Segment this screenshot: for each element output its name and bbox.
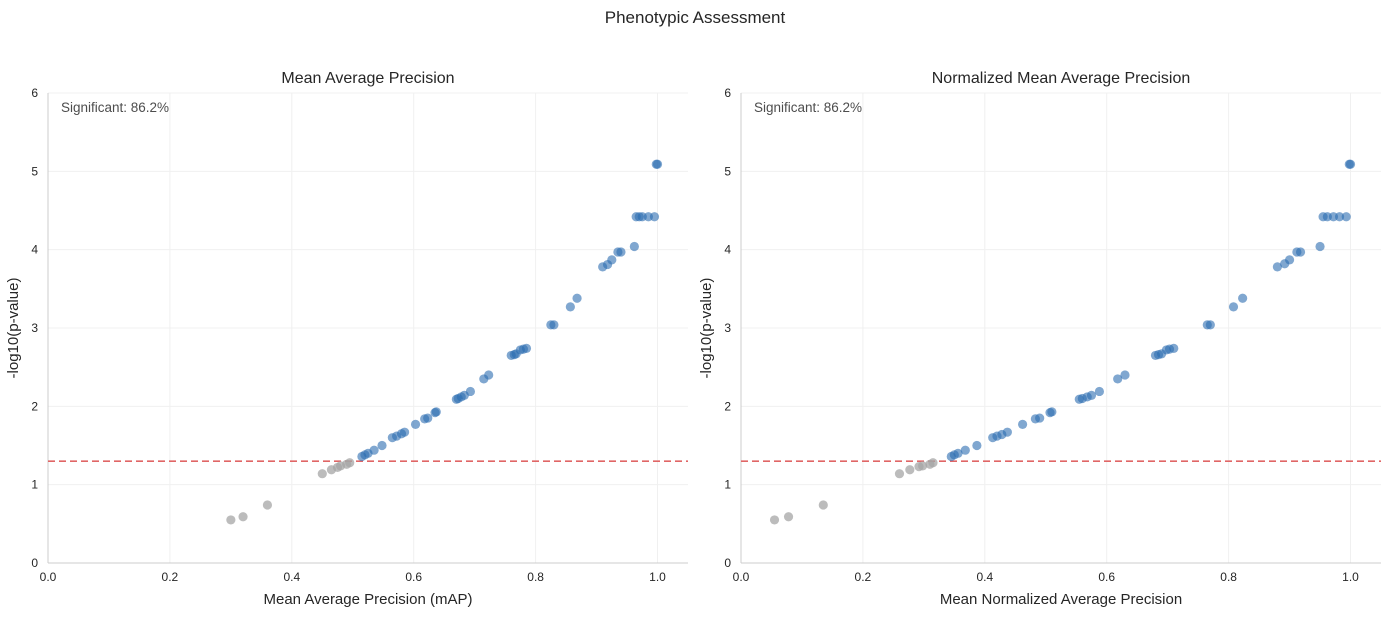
x-axis-label: Mean Normalized Average Precision xyxy=(940,591,1182,608)
x-tick-label: 0.6 xyxy=(1098,570,1115,584)
data-point-significant xyxy=(1120,370,1130,380)
data-point-not-significant xyxy=(894,469,905,479)
data-point-significant xyxy=(423,413,433,423)
y-tick-label: 0 xyxy=(724,556,731,570)
data-point-significant xyxy=(1035,413,1045,423)
data-point-significant xyxy=(521,343,532,353)
y-tick-label: 4 xyxy=(31,243,38,257)
data-point-significant xyxy=(377,440,387,451)
data-point-significant xyxy=(1169,343,1179,353)
y-tick-label: 0 xyxy=(31,556,38,570)
data-point-significant xyxy=(1018,419,1028,429)
panel-title: Mean Average Precision xyxy=(281,70,454,87)
x-tick-label: 0.4 xyxy=(976,570,993,584)
y-tick-label: 4 xyxy=(724,243,731,257)
data-point-significant xyxy=(616,247,626,257)
data-point-significant xyxy=(1295,247,1306,257)
data-point-significant xyxy=(1344,159,1354,169)
data-point-significant xyxy=(607,255,617,265)
data-point-not-significant xyxy=(238,512,248,522)
data-point-not-significant xyxy=(928,458,938,468)
data-point-significant xyxy=(431,407,441,417)
data-point-significant xyxy=(369,445,379,455)
x-tick-label: 1.0 xyxy=(1342,570,1359,584)
y-tick-label: 1 xyxy=(31,478,38,492)
data-point-significant xyxy=(572,293,582,303)
x-axis-label: Mean Average Precision (mAP) xyxy=(264,591,473,608)
data-point-significant xyxy=(953,448,963,458)
x-tick-label: 1.0 xyxy=(649,570,666,584)
data-point-significant xyxy=(1002,427,1012,437)
data-point-not-significant xyxy=(345,458,355,468)
data-point-not-significant xyxy=(769,515,780,525)
data-point-significant xyxy=(1094,386,1104,397)
data-point-significant xyxy=(1047,407,1057,417)
data-point-significant xyxy=(1086,390,1097,400)
x-tick-label: 0.8 xyxy=(1220,570,1237,584)
data-point-significant xyxy=(1334,212,1345,222)
map-panel: 0.0 0.2 0.4 0.6 0.8 1.0 0 1 2 3 4 5 6 Significant: 86… xyxy=(5,70,688,608)
data-point-not-significant xyxy=(905,465,915,475)
y-axis-label: -log10(p-value) xyxy=(5,278,22,379)
data-point-significant xyxy=(1341,212,1351,222)
significance-annotation: Significant: 86.2% xyxy=(754,100,862,115)
x-tick-label: 0.2 xyxy=(855,570,872,584)
data-point-significant xyxy=(1315,241,1325,252)
data-point-significant xyxy=(1113,374,1123,384)
y-tick-label: 6 xyxy=(724,86,731,100)
y-tick-label: 5 xyxy=(31,164,38,178)
data-point-not-significant xyxy=(262,500,273,510)
data-point-not-significant xyxy=(317,469,327,479)
data-point-significant xyxy=(1228,302,1239,312)
y-tick-label: 6 xyxy=(31,86,38,100)
data-point-significant xyxy=(565,302,575,312)
data-point-significant xyxy=(972,440,982,451)
data-point-significant xyxy=(484,370,494,380)
data-point-not-significant xyxy=(783,512,794,522)
data-point-significant xyxy=(1205,320,1215,330)
data-point-significant xyxy=(649,212,660,222)
normalized-map-panel: 0.0 0.2 0.4 0.6 0.8 1.0 0 1 2 3 4 5 6 Significant: 86… xyxy=(698,70,1381,608)
y-tick-label: 3 xyxy=(724,321,731,335)
y-tick-label: 1 xyxy=(724,478,731,492)
data-point-not-significant xyxy=(818,500,828,510)
y-tick-label: 2 xyxy=(31,399,38,413)
data-point-not-significant xyxy=(226,515,236,525)
data-point-significant xyxy=(1238,293,1248,303)
data-point-significant xyxy=(629,241,639,252)
data-point-significant xyxy=(1272,262,1282,272)
data-point-significant xyxy=(399,427,410,437)
data-point-not-significant xyxy=(918,461,928,471)
x-tick-label: 0.6 xyxy=(405,570,422,584)
y-tick-label: 3 xyxy=(31,321,38,335)
data-point-significant xyxy=(1284,255,1295,265)
panel-title: Normalized Mean Average Precision xyxy=(932,70,1191,87)
x-tick-label: 0.8 xyxy=(527,570,544,584)
significance-annotation: Significant: 86.2% xyxy=(61,100,169,115)
data-point-significant xyxy=(960,445,970,455)
data-point-significant xyxy=(465,386,475,397)
y-tick-label: 2 xyxy=(724,399,731,413)
x-tick-label: 0.4 xyxy=(283,570,300,584)
y-tick-label: 5 xyxy=(724,164,731,178)
x-tick-label: 0.0 xyxy=(40,570,57,584)
x-tick-label: 0.0 xyxy=(733,570,750,584)
x-tick-label: 0.2 xyxy=(162,570,179,584)
data-point-significant xyxy=(410,419,421,429)
data-point-significant xyxy=(549,320,559,330)
y-axis-label: -log10(p-value) xyxy=(698,278,715,379)
figure-suptitle: Phenotypic Assessment xyxy=(605,8,786,27)
data-point-significant xyxy=(651,159,661,169)
